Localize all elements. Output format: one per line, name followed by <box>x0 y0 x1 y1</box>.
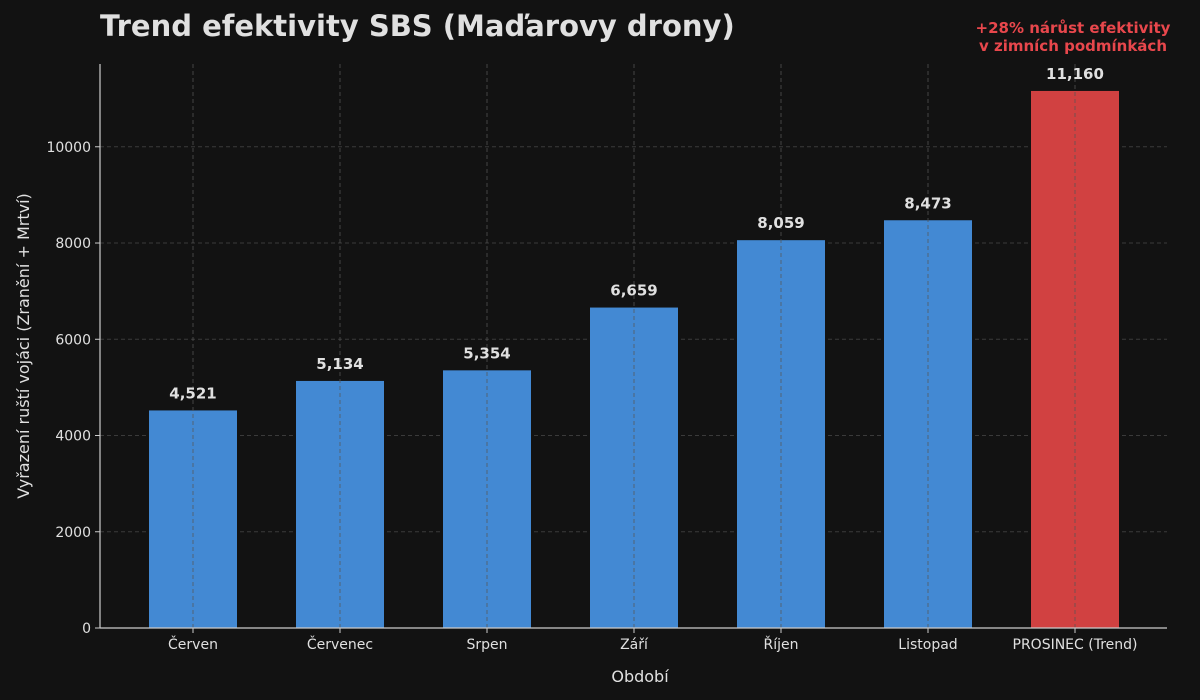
x-tick-label: Červenec <box>307 635 373 653</box>
data-label: 8,059 <box>757 214 804 232</box>
x-tick-label: Září <box>620 637 649 653</box>
x-tick-label: Srpen <box>466 637 507 653</box>
value-labels: 4,521 5,134 5,354 6,659 8,059 8,473 11,160 <box>169 65 1104 402</box>
x-tick-label: Červen <box>168 635 218 653</box>
axes: 0 2000 4000 6000 8000 10000 Červen Červenec Srpe… <box>46 64 1167 653</box>
annotation-line-2: v zimních podmínkách <box>979 37 1167 55</box>
y-tick-label: 4000 <box>55 429 91 445</box>
data-label: 6,659 <box>610 282 657 300</box>
x-axis-label: Období <box>611 667 669 686</box>
x-tick-label: Říjen <box>764 636 799 653</box>
vertical-grid <box>192 64 1076 628</box>
annotation-line-1: +28% nárůst efektivity <box>976 19 1171 37</box>
x-tick-label: PROSINEC (Trend) <box>1013 637 1138 653</box>
y-tick-label: 8000 <box>55 236 91 252</box>
data-label: 11,160 <box>1046 65 1104 83</box>
data-label: 5,134 <box>316 355 363 373</box>
y-axis-label: Vyřazení ruští vojáci (Zranění + Mrtví) <box>14 193 33 499</box>
y-tick-label: 2000 <box>55 525 91 541</box>
y-tick-label: 10000 <box>46 140 91 156</box>
data-label: 8,473 <box>904 194 951 212</box>
data-label: 5,354 <box>463 344 510 362</box>
chart-title: Trend efektivity SBS (Maďarovy drony) <box>100 9 735 43</box>
y-tick-label: 6000 <box>55 332 91 348</box>
y-tick-label: 0 <box>82 621 91 637</box>
bar-4 <box>590 307 678 628</box>
data-label: 4,521 <box>169 384 216 402</box>
x-tick-label: Listopad <box>898 637 957 653</box>
